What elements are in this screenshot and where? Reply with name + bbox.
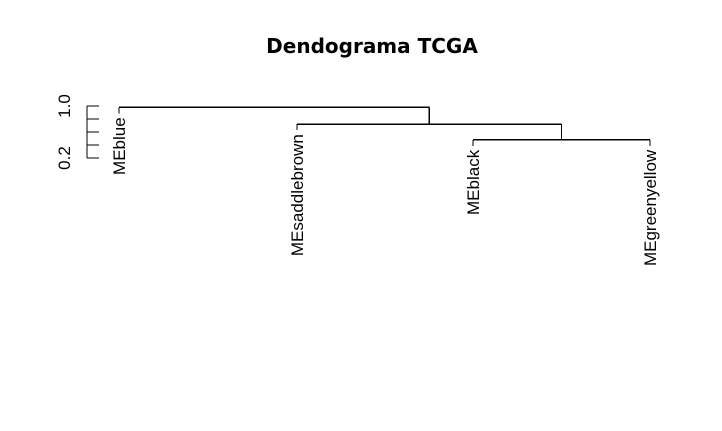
dendrogram-tree: [118, 106, 651, 146]
leaf-label-megreenyellow: MEgreenyellow: [641, 149, 660, 266]
leaf-labels: MEblue MEsaddlebrown MEblack MEgreenyellow: [110, 117, 660, 266]
y-tick-label-0: 0.2: [55, 146, 74, 170]
leaf-label-meblack: MEblack: [464, 149, 483, 215]
y-tick-label-1: 1.0: [55, 94, 74, 118]
chart-title: Dendograma TCGA: [266, 34, 478, 58]
leaf-label-meblue: MEblue: [110, 117, 129, 175]
y-axis: 0.2 1.0: [55, 94, 99, 170]
leaf-label-mesaddlebrown: MEsaddlebrown: [288, 134, 307, 256]
